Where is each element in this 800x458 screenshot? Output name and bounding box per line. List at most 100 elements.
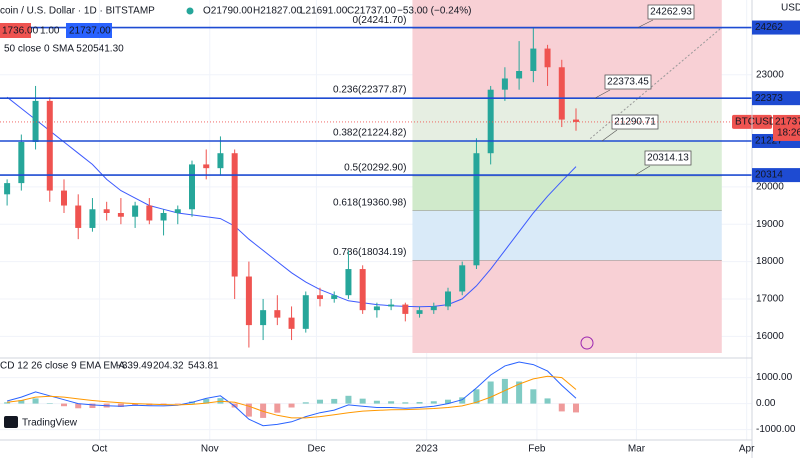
macd-histogram-bar: [359, 398, 366, 404]
macd-legend: CD 12 26 close 9 EMA EMA: [0, 361, 125, 372]
callout-label: 21290.71: [614, 117, 656, 128]
status-dot: [186, 7, 194, 15]
fib-label: 0.382(21224.82): [333, 128, 406, 139]
sell-button[interactable]: [0, 23, 31, 38]
candle-body: [473, 153, 480, 266]
candle-body: [288, 317, 295, 329]
macd-histogram-bar: [132, 403, 139, 406]
buy-button[interactable]: [66, 23, 112, 38]
x-tick-label: Feb: [528, 444, 546, 455]
candle-body: [359, 269, 366, 311]
callout-leader: [594, 89, 611, 99]
ohlc-close: C21737.00: [347, 6, 396, 17]
candle-body: [416, 310, 423, 314]
candle-body: [373, 306, 380, 311]
price-pane: 0(24241.70) 0.236(22377.87) 0.382(21224.82…: [0, 0, 776, 440]
y-tick-label: 20000: [756, 181, 784, 192]
macd-histogram-bar: [416, 402, 423, 404]
candle-body: [146, 205, 153, 221]
macd-histogram-bar: [345, 395, 352, 404]
candle-body: [445, 291, 451, 307]
macd-histogram-bar: [302, 402, 309, 404]
macd-histogram-bar: [402, 402, 409, 404]
candle-body: [388, 304, 395, 307]
candle-body: [75, 205, 82, 228]
countdown-label: 18:26: [777, 128, 800, 139]
spread: 1.00: [40, 26, 60, 37]
fib-band: [412, 175, 722, 211]
level-axis-box: [752, 91, 800, 106]
ohlc-low: L21691.00: [300, 6, 348, 17]
macd-tick-label: 0.00: [756, 398, 776, 409]
candle-body: [61, 190, 67, 206]
macd-histogram-bar: [501, 378, 508, 404]
macd-line: [6, 361, 577, 427]
ohlc-change: −53.00 (−0.24%): [397, 6, 472, 17]
fib-label: 0.5(20292.90): [344, 163, 406, 174]
level-axis-label: 21227: [755, 136, 783, 147]
candle-body: [231, 153, 238, 277]
macd-histogram-bar: [459, 397, 466, 404]
event-icon[interactable]: [580, 336, 594, 350]
level-axis-box: [752, 20, 800, 35]
candle-body: [260, 310, 267, 326]
macd-histogram-bar: [46, 403, 53, 404]
currency: USD: [781, 3, 800, 14]
level-axis-label: 20314: [755, 170, 783, 181]
candle-body: [89, 209, 96, 228]
candle-body: [487, 89, 494, 154]
macd-histogram-bar: [274, 403, 281, 413]
candle-body: [174, 209, 181, 213]
candle-body: [117, 213, 124, 217]
callout-box: [647, 4, 695, 20]
candle-body: [530, 48, 537, 71]
fib-band: [412, 210, 722, 261]
sma-legend: 50 close 0 SMA 5: [4, 44, 82, 55]
fib-band: [412, 97, 722, 142]
candle-body: [132, 205, 139, 217]
x-tick-label: Mar: [628, 444, 646, 455]
macd-histogram-bar: [117, 403, 124, 407]
level-axis-label: 24262: [755, 22, 783, 33]
ohlc-high: H21827.00: [253, 6, 302, 17]
macd-histogram-bar: [544, 398, 551, 404]
y-tick-label: 16000: [756, 331, 784, 342]
callout-leader: [634, 165, 651, 176]
macd-tick-label: 1000.00: [756, 372, 793, 383]
x-tick-label: 2023: [416, 444, 439, 455]
macd-histogram-bar: [516, 381, 523, 404]
symbol-label: BTCUSD: [735, 117, 776, 128]
candle-body: [573, 119, 579, 122]
candle-body: [217, 153, 224, 169]
macd-histogram-bar: [32, 398, 39, 404]
candle-body: [331, 295, 338, 299]
candle-body: [203, 164, 210, 169]
signal-line: [7, 375, 577, 419]
macd-histogram-bar: [61, 403, 67, 407]
candle-body: [103, 209, 110, 213]
candle-body: [558, 67, 565, 120]
x-tick-label: Oct: [92, 444, 108, 455]
candle-body: [32, 100, 39, 142]
chart-title: coin / U.S. Dollar · 1D · BITSTAMP: [0, 6, 155, 17]
macd-value: 204.32: [153, 361, 184, 372]
callout-label: 20314.13: [647, 153, 689, 164]
macd-histogram-bar: [4, 402, 11, 404]
candle-body: [302, 295, 309, 329]
macd-histogram-bar: [558, 403, 565, 412]
macd-histogram-bar: [331, 398, 338, 404]
macd-histogram-bar: [373, 400, 380, 404]
macd-histogram-bar: [430, 401, 437, 404]
macd-signal-value: 543.81: [188, 361, 219, 372]
macd-histogram-bar: [89, 403, 96, 409]
callout-label: 22373.45: [607, 77, 649, 88]
candle-body: [46, 100, 53, 191]
macd-hist-value: −339.49: [116, 361, 153, 372]
macd-tick-label: -1000.00: [756, 424, 796, 435]
callout-leader: [601, 129, 618, 142]
macd-histogram-bar: [445, 399, 451, 404]
candle-body: [501, 78, 508, 90]
macd-histogram-bar: [487, 381, 494, 404]
y-tick-label: 17000: [756, 294, 784, 305]
